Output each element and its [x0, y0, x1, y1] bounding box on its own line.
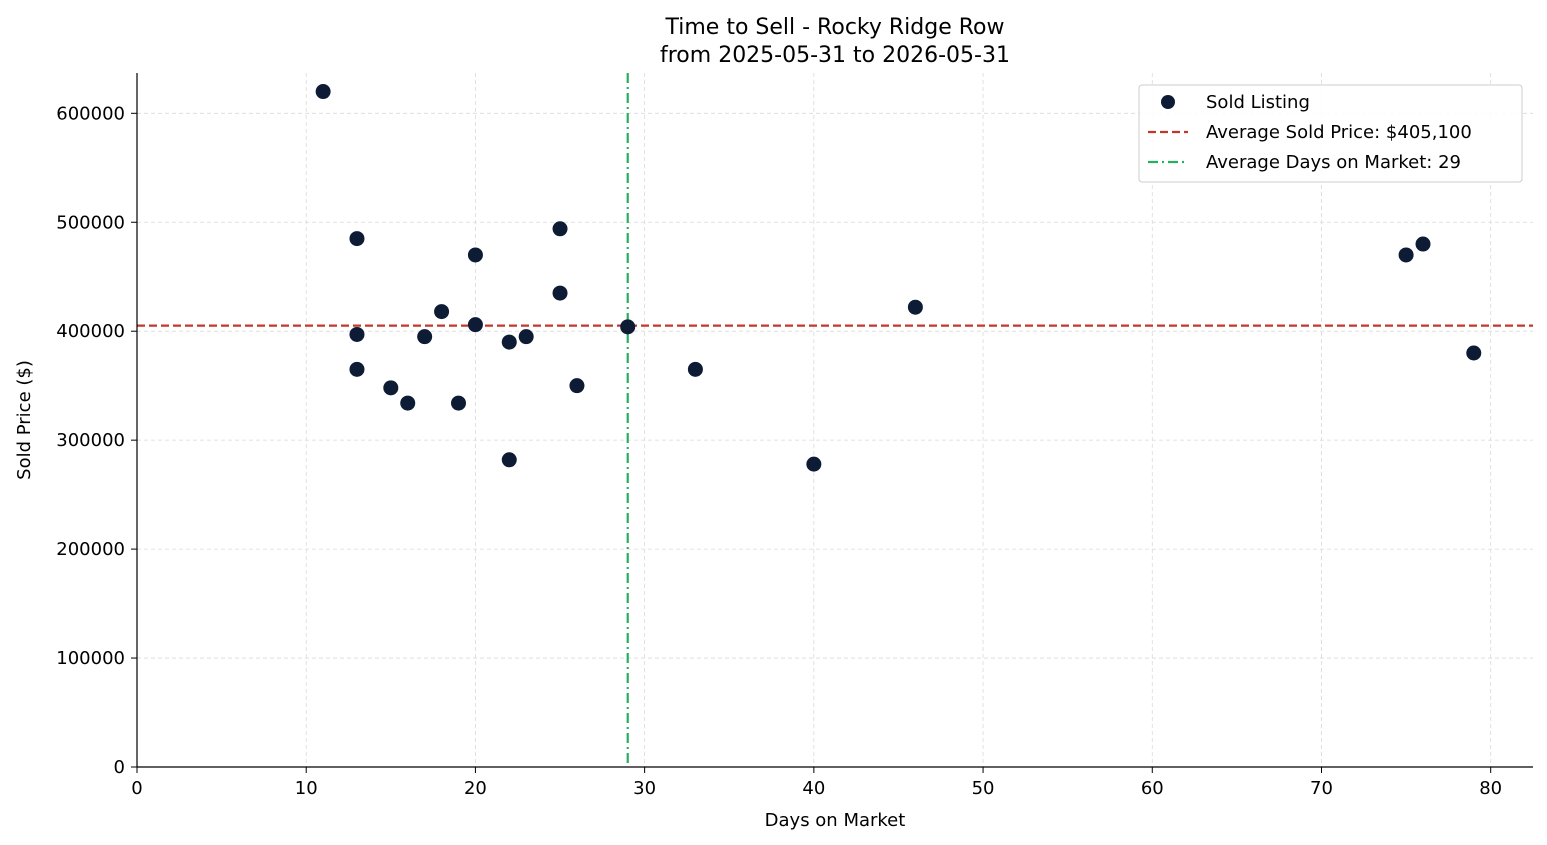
y-tick-label: 100000 [56, 648, 125, 669]
x-tick-label: 10 [295, 778, 318, 799]
sold-listing-point [552, 221, 568, 237]
y-tick-label: 500000 [56, 212, 125, 233]
legend-label-average-price: Average Sold Price: $405,100 [1206, 122, 1472, 143]
sold-listing-point [467, 247, 483, 263]
sold-listing-point [501, 452, 517, 468]
sold-listing-point [1466, 345, 1482, 361]
y-axis-label: Sold Price ($) [14, 360, 35, 480]
x-tick-label: 30 [633, 778, 656, 799]
chart-subtitle: from 2025-05-31 to 2026-05-31 [660, 43, 1010, 68]
ticks: 0 10 20 30 40 50 60 70 80 0 100000 200000 300000 4000… [56, 103, 1502, 799]
reference-lines [137, 73, 1533, 767]
x-axis-label: Days on Market [765, 810, 906, 831]
axes [136, 73, 1533, 768]
legend-label-sold-listing: Sold Listing [1206, 92, 1310, 113]
legend-marker-sold-listing [1161, 95, 1175, 109]
sold-listing-point [315, 84, 331, 100]
legend-box [1138, 84, 1523, 183]
x-tick-label: 40 [802, 778, 825, 799]
sold-listing-point [467, 317, 483, 333]
x-tick-label: 80 [1479, 778, 1502, 799]
sold-listing-point [1415, 236, 1431, 252]
sold-listing-point [349, 326, 365, 342]
x-tick-label: 60 [1141, 778, 1164, 799]
legend-label-average-days: Average Days on Market: 29 [1206, 152, 1461, 173]
sold-listing-point [687, 361, 703, 377]
sold-listing-point [400, 395, 416, 411]
sold-listing-point [907, 299, 923, 315]
y-tick-label: 300000 [56, 430, 125, 451]
chart-title: Time to Sell - Rocky Ridge Row [665, 15, 1005, 40]
sold-listing-point [806, 456, 822, 472]
sold-listing-point [383, 380, 399, 396]
x-tick-label: 20 [464, 778, 487, 799]
y-tick-label: 600000 [56, 103, 125, 124]
sold-listing-point [451, 395, 467, 411]
sold-listing-point [349, 361, 365, 377]
sold-listing-point [552, 285, 568, 301]
sold-listing-point [620, 319, 636, 335]
x-tick-label: 0 [131, 778, 142, 799]
sold-listing-point [569, 378, 585, 394]
x-tick-label: 70 [1310, 778, 1333, 799]
sold-listing-point [501, 334, 517, 350]
y-tick-label: 200000 [56, 539, 125, 560]
legend: Sold Listing Average Sold Price: $405,10… [1138, 84, 1523, 183]
sold-listing-point [1398, 247, 1414, 263]
x-tick-label: 50 [972, 778, 995, 799]
sold-listing-point [518, 329, 534, 345]
sold-listing-point [349, 231, 365, 247]
y-tick-label: 0 [114, 757, 125, 778]
sold-listing-point [417, 329, 433, 345]
sold-listing-point [434, 304, 450, 320]
y-tick-label: 400000 [56, 321, 125, 342]
data-points [315, 84, 1482, 472]
